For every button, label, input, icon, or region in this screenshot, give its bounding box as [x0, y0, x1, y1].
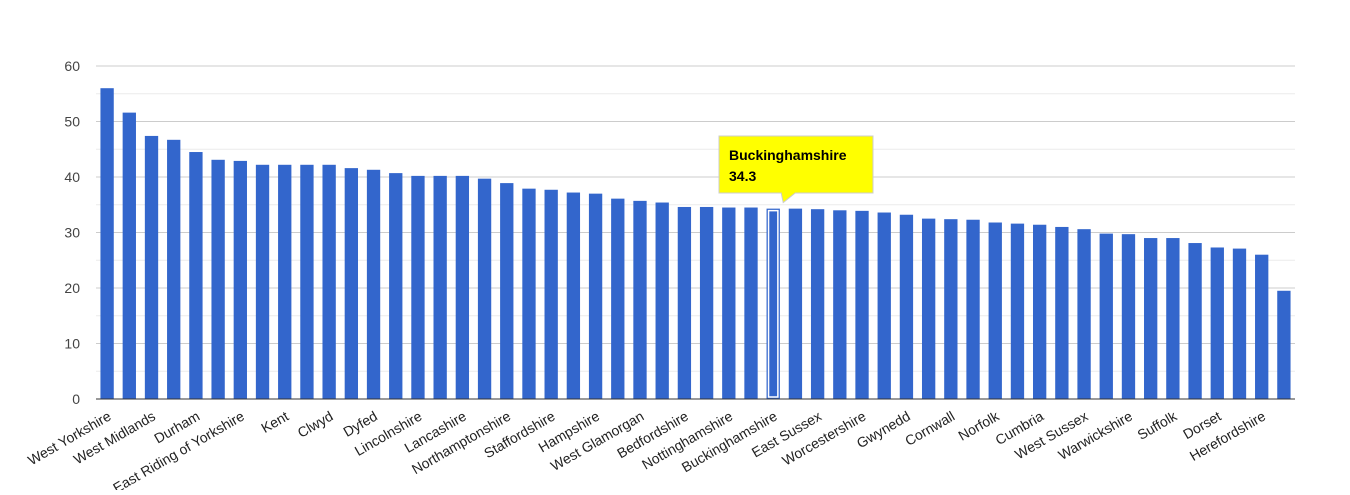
bar[interactable] — [1077, 229, 1091, 399]
bar[interactable] — [1121, 234, 1136, 399]
bar[interactable] — [455, 175, 470, 399]
bar[interactable] — [677, 206, 692, 399]
bar[interactable] — [1166, 238, 1180, 399]
bar[interactable] — [810, 209, 825, 399]
y-tick-label: 30 — [64, 225, 80, 241]
bar[interactable] — [855, 210, 869, 399]
bar[interactable] — [744, 207, 758, 399]
bar[interactable] — [877, 212, 891, 399]
bar[interactable] — [1144, 238, 1158, 399]
bar[interactable] — [144, 135, 159, 399]
bar[interactable] — [588, 193, 603, 399]
bar[interactable] — [255, 164, 270, 399]
bar[interactable] — [477, 178, 492, 399]
bar[interactable] — [1255, 254, 1269, 399]
bar[interactable] — [122, 112, 136, 400]
bar[interactable] — [233, 160, 247, 399]
bar[interactable] — [500, 183, 514, 399]
bar[interactable] — [766, 208, 780, 399]
bar[interactable] — [1188, 243, 1202, 399]
bar[interactable] — [722, 207, 736, 399]
bar[interactable] — [344, 168, 359, 399]
bar[interactable] — [611, 198, 625, 399]
bar[interactable] — [1055, 226, 1069, 399]
bar[interactable] — [833, 210, 847, 399]
x-tick-label: Cornwall — [902, 408, 957, 449]
bar[interactable] — [411, 175, 425, 399]
bar[interactable] — [544, 189, 558, 399]
bar[interactable] — [966, 219, 980, 399]
bar[interactable] — [322, 164, 336, 399]
bar[interactable] — [944, 219, 958, 399]
x-tick-label: Kent — [258, 408, 291, 436]
bar[interactable] — [278, 164, 292, 399]
bar-highlight-outline — [767, 209, 779, 398]
bar[interactable] — [100, 88, 114, 399]
y-tick-label: 10 — [64, 336, 80, 352]
y-tick-label: 40 — [64, 169, 80, 185]
bar[interactable] — [655, 202, 669, 399]
bar[interactable] — [788, 208, 803, 399]
bar[interactable] — [921, 218, 936, 399]
tooltip-value: 34.3 — [729, 168, 756, 184]
bar[interactable] — [522, 188, 536, 399]
bar[interactable] — [189, 152, 203, 399]
y-tick-label: 50 — [64, 114, 80, 130]
bar[interactable] — [389, 173, 403, 399]
y-tick-label: 60 — [64, 58, 80, 74]
bar[interactable] — [988, 222, 1002, 399]
bar[interactable] — [1010, 223, 1025, 399]
bar[interactable] — [1232, 248, 1247, 399]
bar[interactable] — [566, 192, 581, 399]
bar[interactable] — [1277, 290, 1291, 399]
bar[interactable] — [211, 159, 225, 399]
bar[interactable] — [1032, 224, 1047, 399]
bar[interactable] — [699, 206, 714, 399]
grid-layer — [96, 65, 1295, 372]
bar[interactable] — [1210, 247, 1224, 399]
axis-layer: 0 10 20 30 40 50 60 — [64, 58, 1295, 407]
bar[interactable] — [633, 200, 647, 399]
y-tick-label: 0 — [72, 391, 80, 407]
bar[interactable] — [167, 139, 181, 399]
x-tick-label: Suffolk — [1135, 407, 1181, 443]
tooltip-box — [718, 135, 874, 204]
tooltip-name: Buckinghamshire — [729, 147, 847, 163]
bar[interactable] — [1099, 233, 1113, 399]
bar[interactable] — [300, 164, 314, 399]
tooltip: Buckinghamshire 34.3 — [718, 135, 874, 204]
x-tick-label: Clwyd — [295, 408, 336, 441]
y-tick-label: 20 — [64, 280, 80, 296]
bar[interactable] — [366, 169, 381, 399]
bar[interactable] — [433, 175, 447, 399]
bar[interactable] — [899, 214, 914, 399]
bars-layer — [100, 88, 1291, 400]
